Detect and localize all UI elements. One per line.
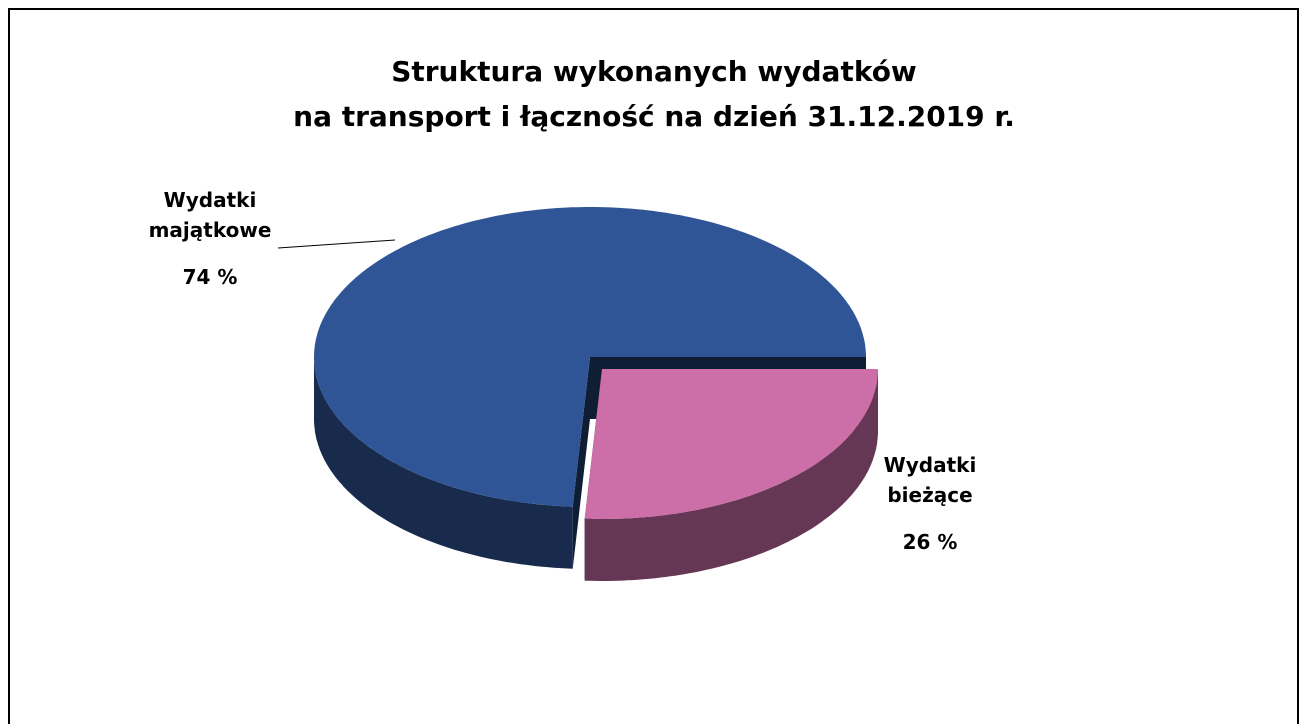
slice-wall [572, 357, 590, 569]
frame [8, 8, 1299, 724]
leader-line [277, 239, 396, 249]
slice-side [584, 369, 878, 581]
slice [314, 207, 866, 507]
value-label: 74 % [182, 265, 238, 289]
chart-subtitle: na transport i łączność na dzień 31.12.2… [293, 100, 1015, 133]
slice-side [314, 357, 573, 569]
slice-label: Wydatki majątkowe [148, 188, 272, 242]
slice-label: Wydatki bieżące [883, 453, 977, 507]
slice [584, 369, 878, 519]
chart-title: Struktura wykonanych wydatków [391, 55, 917, 88]
value-label: 26 % [902, 530, 958, 554]
